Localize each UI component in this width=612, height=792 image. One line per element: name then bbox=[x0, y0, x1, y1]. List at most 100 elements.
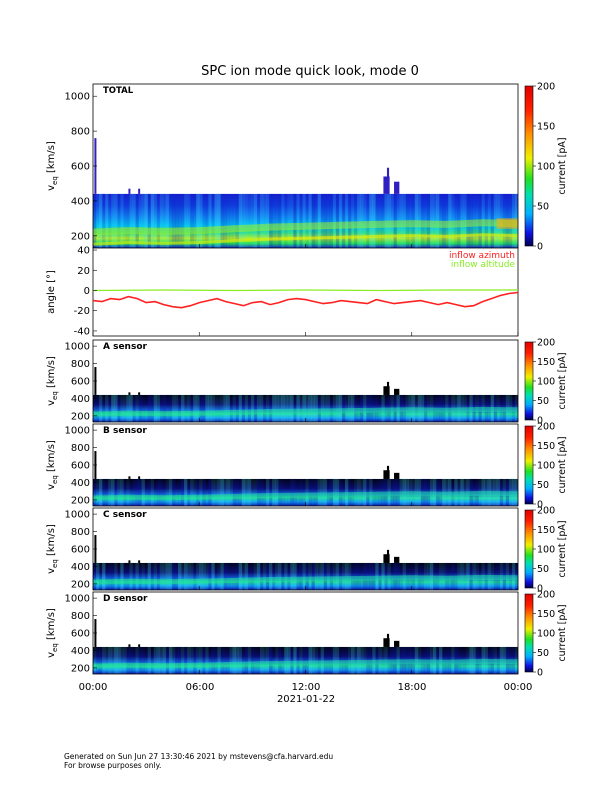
spike bbox=[386, 633, 390, 647]
spectrum-column bbox=[311, 478, 315, 506]
spectrum-column bbox=[114, 646, 118, 674]
spectrum-column bbox=[232, 562, 236, 590]
spectrum-column bbox=[144, 478, 148, 506]
spectrum-column bbox=[123, 646, 127, 674]
spectrum-column bbox=[99, 562, 103, 590]
spectrum-column bbox=[308, 394, 312, 422]
spectrum-column bbox=[205, 193, 209, 248]
y-tick-label: 1000 bbox=[65, 594, 90, 605]
footer-generated: Generated on Sun Jun 27 13:30:46 2021 by… bbox=[64, 752, 334, 761]
spectrum-column bbox=[193, 193, 197, 248]
spike bbox=[386, 549, 390, 563]
spectrum-column bbox=[123, 394, 127, 422]
spectrum-column bbox=[171, 562, 176, 590]
spectrum-column bbox=[241, 193, 246, 248]
spectrum-column bbox=[108, 478, 112, 506]
spectrum-column bbox=[302, 193, 306, 248]
colorbar-tick-label: 50 bbox=[537, 202, 549, 213]
spectrum-column bbox=[181, 478, 185, 506]
spectrum-column bbox=[108, 646, 112, 674]
spectrum-column bbox=[181, 646, 185, 674]
spectrum-column bbox=[287, 646, 291, 674]
spike bbox=[138, 188, 141, 194]
spectrum-column bbox=[199, 394, 203, 422]
spectrum-column bbox=[150, 193, 155, 248]
spectrum-column bbox=[181, 193, 185, 248]
y-tick-label: -20 bbox=[74, 306, 90, 317]
heatmap-panel-A: 200 400 600 800 1000 A sensor veq [km/s] 0 50 100… bbox=[46, 338, 568, 427]
spectrum-column bbox=[296, 394, 300, 422]
colorbar-label: current [pA] bbox=[557, 137, 568, 194]
spectrum-column bbox=[105, 193, 109, 248]
spectrum-column bbox=[299, 562, 303, 590]
spectrum-column bbox=[111, 478, 115, 506]
spectrum-column bbox=[272, 646, 276, 674]
spectrum-column bbox=[253, 478, 258, 506]
spectrum-column bbox=[144, 394, 148, 422]
colorbar-tick-label: 100 bbox=[537, 377, 555, 388]
spectrum-column bbox=[129, 646, 133, 674]
spectrum-column bbox=[235, 562, 240, 590]
spectrum-column bbox=[165, 394, 170, 422]
spectrum-column bbox=[174, 478, 179, 506]
spectrum-column bbox=[296, 562, 300, 590]
spectrum-column bbox=[226, 562, 230, 590]
spectrum-column bbox=[147, 193, 151, 248]
spectrum-column bbox=[281, 562, 285, 590]
spectrum-column bbox=[275, 562, 279, 590]
y-tick-label: 20 bbox=[77, 266, 90, 277]
spike bbox=[383, 176, 390, 194]
spike bbox=[386, 167, 390, 194]
spectrum-column bbox=[244, 394, 249, 422]
spectrum-column bbox=[190, 394, 194, 422]
spectrum-column bbox=[96, 562, 100, 590]
spectrum-column bbox=[366, 193, 370, 248]
spectrum-column bbox=[114, 562, 118, 590]
spectrum-column bbox=[314, 193, 318, 248]
spectrum-column bbox=[147, 394, 151, 422]
spectrum-column bbox=[187, 562, 191, 590]
spectrum-column bbox=[263, 394, 267, 422]
spectrum-column bbox=[211, 646, 215, 674]
spike bbox=[128, 644, 131, 647]
spike bbox=[138, 560, 141, 563]
colorbar-tick-label: 0 bbox=[537, 584, 543, 595]
spectrum-column bbox=[171, 394, 176, 422]
spectrum-column bbox=[226, 646, 230, 674]
y-tick-label: 200 bbox=[71, 579, 90, 590]
y-axis-label: veq [km/s] bbox=[46, 356, 59, 406]
spectrum-column bbox=[168, 562, 173, 590]
spectrum-column bbox=[220, 394, 224, 422]
spike bbox=[128, 392, 131, 395]
spectrum-column bbox=[329, 193, 334, 248]
spectrum-column bbox=[93, 193, 97, 248]
y-tick-label: 600 bbox=[71, 162, 90, 173]
spectrum-column bbox=[108, 562, 112, 590]
spectrum-column bbox=[150, 562, 155, 590]
spectrum-column bbox=[299, 394, 303, 422]
panel-label: A sensor bbox=[103, 342, 148, 352]
spectrum-column bbox=[208, 478, 212, 506]
spectrum-column bbox=[108, 394, 112, 422]
spectrum-column bbox=[96, 193, 100, 248]
spectrum-column bbox=[244, 478, 249, 506]
spectrum-column bbox=[305, 478, 309, 506]
legend-entry: inflow azimuth bbox=[449, 251, 515, 261]
y-tick-label: 400 bbox=[71, 478, 90, 489]
colorbar bbox=[524, 593, 534, 673]
spectrum-column bbox=[111, 394, 115, 422]
spike bbox=[383, 386, 390, 395]
spectrum-column bbox=[153, 478, 158, 506]
spectrum-column bbox=[193, 478, 197, 506]
y-tick-label: 200 bbox=[71, 411, 90, 422]
spectrum-column bbox=[117, 562, 121, 590]
y-tick-label: 800 bbox=[71, 611, 90, 622]
spectrum-column bbox=[162, 193, 167, 248]
spectrum-column bbox=[99, 193, 103, 248]
spectrum-column bbox=[102, 193, 106, 248]
spectrum-column bbox=[263, 478, 267, 506]
spectrum-column bbox=[235, 394, 240, 422]
spectrum-column bbox=[302, 562, 306, 590]
core-ridge bbox=[92, 219, 519, 236]
